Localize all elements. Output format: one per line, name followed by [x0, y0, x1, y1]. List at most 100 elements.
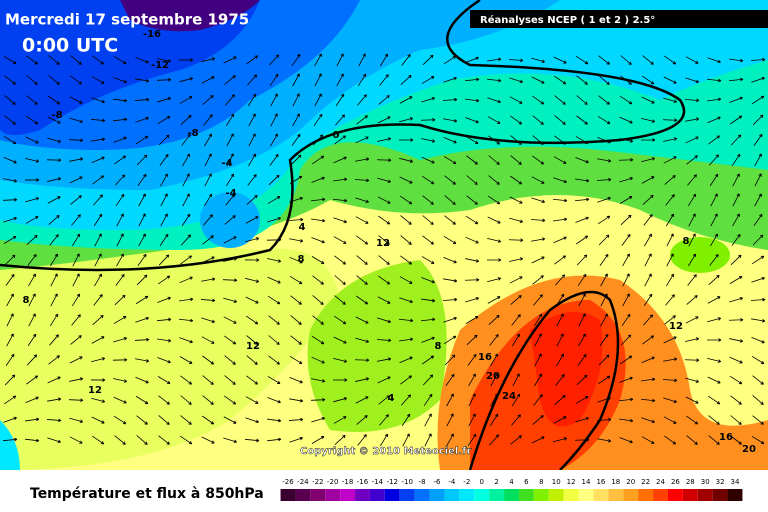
wind-arrow: [707, 97, 722, 102]
wind-arrow: [751, 355, 765, 365]
wind-arrow: [576, 95, 588, 105]
wind-arrow: [72, 293, 81, 307]
wind-arrow: [465, 136, 479, 144]
wind-arrow: [378, 235, 390, 245]
wind-arrow: [27, 254, 37, 266]
scale-label: 18: [611, 478, 620, 486]
wind-arrow: [203, 214, 213, 226]
wind-arrow: [267, 376, 281, 384]
wind-arrow: [91, 336, 105, 344]
wind-arrow: [355, 316, 369, 324]
wind-arrow: [555, 274, 566, 286]
contour-label: 12: [246, 341, 260, 352]
wind-arrow: [531, 237, 546, 242]
wind-arrow: [575, 416, 589, 423]
wind-arrow: [70, 195, 82, 205]
wind-arrow: [91, 137, 106, 142]
wind-arrow: [26, 234, 38, 246]
wind-arrow: [223, 316, 237, 324]
wind-arrow: [223, 416, 237, 424]
color-cell: [399, 489, 415, 501]
wind-arrow: [730, 435, 742, 445]
color-cell: [518, 489, 534, 501]
wind-arrow: [597, 158, 612, 163]
wind-arrow: [489, 434, 500, 446]
wind-arrow: [575, 157, 589, 164]
wind-arrow: [202, 95, 214, 105]
wind-arrow: [619, 418, 634, 423]
wind-arrow: [685, 396, 699, 404]
wind-arrow: [730, 115, 743, 125]
wind-arrow: [113, 378, 128, 383]
wind-arrow: [442, 297, 458, 302]
wind-arrow: [641, 176, 655, 184]
wind-arrow: [754, 193, 762, 207]
wind-arrow: [26, 55, 38, 65]
wind-arrow: [28, 293, 36, 307]
wind-arrow: [49, 234, 59, 246]
wind-arrow: [578, 333, 586, 347]
wind-arrow: [90, 378, 106, 382]
wind-arrow: [204, 173, 212, 187]
contour-label: 12: [376, 238, 390, 249]
wind-arrow: [467, 433, 477, 447]
wind-arrow: [751, 76, 765, 83]
wind-arrow: [421, 277, 435, 284]
wind-arrow: [47, 437, 61, 444]
source-box: [470, 10, 768, 28]
wind-arrow: [289, 275, 303, 285]
wind-arrow: [732, 213, 740, 227]
wind-arrow: [356, 415, 368, 425]
color-cell: [340, 489, 356, 501]
wind-arrow: [114, 294, 126, 306]
wind-arrow: [267, 295, 281, 305]
wind-arrow: [181, 213, 191, 227]
wind-arrow: [226, 133, 234, 147]
wind-arrow: [376, 158, 392, 162]
wind-arrow: [444, 175, 456, 185]
wind-arrow: [644, 273, 652, 287]
wind-arrow: [509, 77, 523, 84]
wind-arrow: [424, 413, 432, 427]
wind-arrow: [508, 58, 524, 63]
wind-arrow: [687, 193, 697, 207]
wind-arrow: [378, 395, 390, 405]
contour-label: -4: [225, 188, 236, 199]
wind-arrow: [204, 153, 212, 167]
wind-arrow: [618, 158, 634, 162]
wind-arrow: [269, 73, 279, 87]
wind-arrow: [245, 277, 260, 283]
wind-arrow: [182, 153, 190, 167]
wind-arrow: [620, 334, 632, 346]
wind-arrow: [622, 293, 630, 307]
wind-arrow: [47, 137, 62, 143]
wind-arrow: [708, 435, 720, 445]
wind-arrow: [334, 434, 346, 445]
wind-arrow: [443, 316, 457, 323]
wind-arrow: [222, 278, 238, 282]
wind-arrow: [710, 233, 718, 247]
wind-arrow: [730, 415, 742, 425]
wind-arrow: [399, 157, 414, 163]
wind-arrow: [290, 335, 302, 345]
time: 0:00 UTC: [22, 35, 118, 57]
wind-arrow: [290, 154, 302, 166]
wind-arrow: [728, 77, 744, 82]
wind-arrow: [729, 338, 744, 343]
wind-arrow: [751, 276, 765, 283]
wind-arrow: [530, 218, 546, 223]
wind-arrow: [268, 315, 280, 325]
wind-arrow: [707, 376, 721, 384]
wind-arrow: [94, 273, 102, 287]
wind-arrow: [534, 373, 543, 387]
color-cell: [280, 489, 296, 501]
wind-arrow: [640, 138, 656, 142]
wind-arrow: [751, 95, 765, 105]
wind-arrow: [3, 178, 18, 183]
wind-arrow: [289, 355, 303, 365]
wind-arrow: [334, 275, 346, 285]
contour-label: 20: [486, 371, 500, 382]
wind-arrow: [443, 335, 457, 345]
wind-arrow: [597, 196, 611, 203]
wind-arrow: [356, 235, 369, 245]
